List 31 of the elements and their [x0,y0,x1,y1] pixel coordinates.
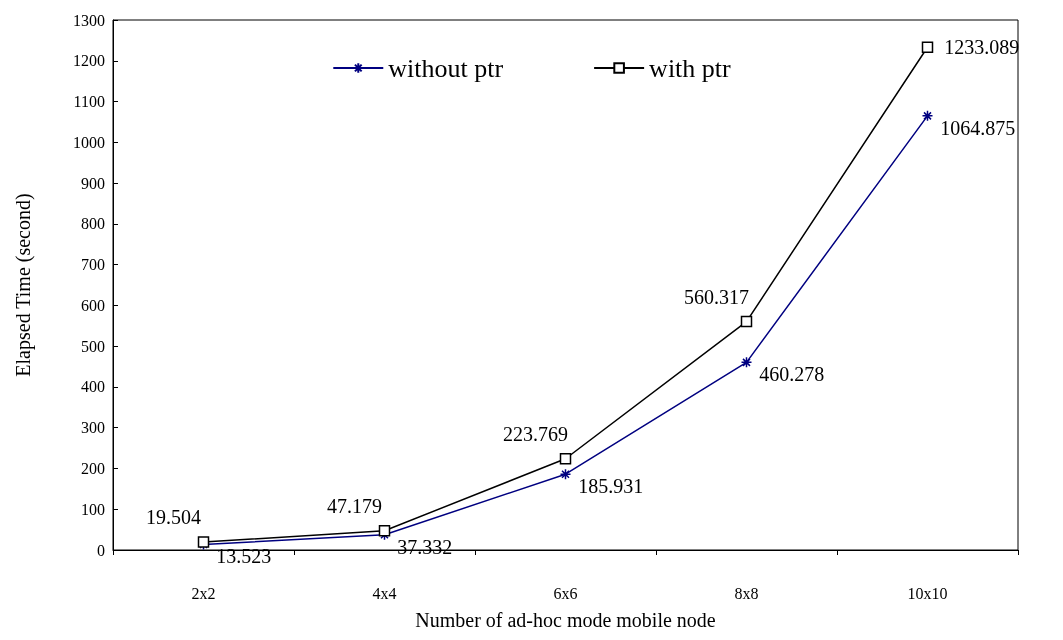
y-tick-label: 1300 [73,11,105,29]
x-tick-label: 6x6 [553,584,578,602]
y-tick-label: 100 [81,500,105,518]
y-tick-label: 1100 [73,93,105,111]
y-tick-label: 400 [81,378,105,396]
x-tick-label: 4x4 [372,584,397,602]
y-tick-label: 700 [81,256,105,274]
data-label: 19.504 [146,506,201,529]
y-tick-label: 900 [81,174,105,192]
x-tick-label: 10x10 [907,584,948,602]
y-tick-label: 200 [81,459,105,477]
y-tick-label: 1200 [73,52,105,70]
x-tick-label: 8x8 [734,584,759,602]
y-tick-label: 300 [81,419,105,437]
legend-label: with ptr [649,53,732,83]
x-tick-label: 2x2 [191,584,216,602]
y-axis-title: Elapsed Time (second) [12,193,35,377]
legend-label: without ptr [388,53,504,83]
data-label: 560.317 [684,285,749,308]
data-label: 1233.089 [944,36,1020,59]
data-label: 223.769 [503,423,568,446]
data-label: 47.179 [327,495,382,518]
y-tick-label: 600 [81,296,105,314]
data-label: 185.931 [578,475,644,498]
y-tick-label: 800 [81,215,105,233]
y-tick-label: 1000 [73,133,105,151]
x-axis-title: Number of ad-hoc mode mobile node [415,609,716,631]
data-label: 460.278 [759,363,825,386]
y-tick-label: 0 [97,541,105,559]
y-tick-label: 500 [81,337,105,355]
data-label: 1064.875 [940,116,1016,139]
